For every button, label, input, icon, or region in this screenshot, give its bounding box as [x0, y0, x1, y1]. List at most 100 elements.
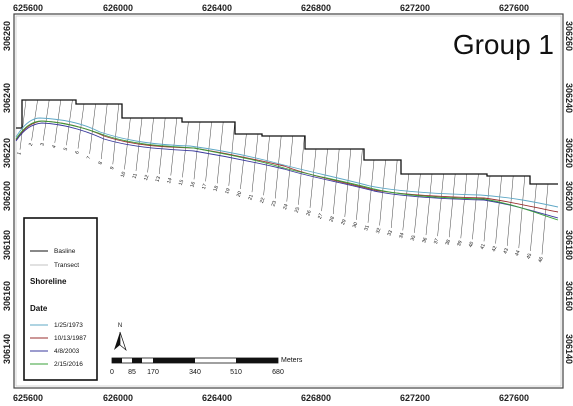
scale-label: 85	[128, 369, 136, 376]
transect-label: 14	[166, 177, 174, 184]
transect-line	[240, 133, 247, 190]
transect-label: 38	[445, 239, 453, 246]
transect-line	[66, 99, 73, 146]
x-tick-label-bottom: 627600	[499, 393, 529, 403]
transect-line	[112, 103, 120, 165]
transect-line	[495, 175, 502, 244]
shoreline-lines	[15, 117, 559, 221]
transect-line	[77, 103, 85, 149]
y-tick-label-left: 306200	[2, 181, 12, 211]
y-axis-left-labels: 306260 306240 306220 306200 306180 306160 3061…	[2, 21, 12, 364]
x-tick-label-top: 625600	[13, 3, 43, 13]
x-tick-label-bottom: 626800	[301, 393, 331, 403]
x-tick-label-bottom: 626000	[103, 393, 133, 403]
transect-line	[286, 135, 294, 202]
transect-label: 27	[317, 212, 325, 219]
transect-label: 31	[363, 224, 371, 231]
transect-label: 29	[340, 218, 348, 225]
x-tick-label-top: 626800	[301, 3, 331, 13]
y-tick-label-right: 306180	[564, 230, 573, 260]
legend-date-label: 2/15/2016	[54, 361, 83, 368]
transect-label: 11	[131, 172, 138, 179]
transect-label: 33	[387, 229, 395, 236]
transect-line	[506, 175, 514, 246]
transect-line	[332, 148, 340, 215]
y-tick-label-right: 306260	[564, 21, 573, 51]
legend-transect-label: Transect	[54, 262, 79, 269]
shoreline-path	[15, 120, 559, 221]
scale-unit: Meters	[281, 357, 303, 364]
y-tick-label-right: 306200	[564, 181, 573, 211]
transect-line	[182, 121, 189, 178]
transect-line	[100, 103, 108, 160]
transect-line	[518, 175, 526, 249]
scale-label: 680	[272, 369, 284, 376]
transect-label: 1	[16, 151, 23, 156]
transect-label: 17	[201, 183, 209, 190]
transect-line	[228, 121, 236, 186]
transect-label: 18	[213, 185, 221, 192]
x-tick-label-bottom: 627200	[400, 393, 430, 403]
legend-date-label: 1/25/1973	[54, 322, 83, 329]
x-tick-label-top: 627600	[499, 3, 529, 13]
x-axis-top-labels: 625600 626000 626400 626800 627200 627600	[13, 3, 529, 13]
transect-label: 39	[456, 240, 464, 247]
transect-label: 45	[526, 252, 534, 259]
transect-label: 36	[421, 237, 429, 244]
transect-line	[448, 173, 456, 238]
transect-label: 12	[143, 174, 151, 181]
transect-label: 24	[282, 203, 290, 210]
transect-label: 9	[109, 166, 116, 171]
y-tick-label-left: 306220	[2, 138, 12, 168]
x-axis-bottom-labels: 625600 626000 626400 626800 627200 627600	[13, 393, 529, 403]
transect-label: 15	[178, 179, 186, 186]
transect-label: 41	[479, 243, 487, 250]
transect-line	[309, 148, 317, 208]
transect-line	[460, 173, 468, 239]
transect-line	[367, 159, 375, 223]
transect-line	[251, 133, 259, 193]
transect-line	[205, 121, 212, 182]
transect-line	[483, 175, 491, 242]
transect-label: 28	[329, 215, 337, 222]
baseline-path	[16, 99, 558, 185]
scale-label: 510	[230, 369, 242, 376]
shoreline-path	[15, 122, 559, 219]
legend-baseline-label: Basline	[54, 248, 76, 255]
transect-label: 2	[28, 142, 35, 147]
legend: Basline Transect Shoreline Date 1/25/197…	[23, 217, 98, 381]
x-tick-label-top: 626400	[202, 3, 232, 13]
y-tick-label-left: 306240	[2, 83, 12, 113]
transect-label: 25	[294, 206, 302, 213]
map-frame	[13, 13, 564, 389]
transect-line	[31, 99, 38, 141]
scale-label: 0	[110, 369, 114, 376]
transect-label: 16	[189, 181, 197, 188]
legend-date-label: 10/13/1987	[54, 335, 87, 342]
transect-label: 26	[305, 209, 313, 216]
transect-label: 35	[410, 234, 418, 241]
y-axis-right-labels: 306260 306240 306220 306200 306180 306160 3061…	[564, 21, 573, 364]
shoreline-path	[15, 117, 559, 208]
transect-line	[425, 173, 433, 236]
transect-label: 20	[236, 190, 244, 197]
map-title: Group 1	[453, 29, 554, 60]
transect-label: 44	[514, 249, 522, 256]
transect-label: 46	[537, 256, 545, 263]
transect-label: 7	[86, 155, 93, 160]
legend-shoreline-heading: Shoreline	[30, 277, 67, 286]
transect-line	[193, 121, 201, 180]
transect-label: 23	[271, 200, 279, 207]
transect-line	[437, 173, 444, 237]
transect-label: 3	[39, 142, 46, 147]
transect-line	[42, 99, 50, 141]
transect-label: 40	[468, 241, 476, 248]
transect-label: 37	[433, 238, 441, 245]
transect-label: 42	[491, 245, 499, 252]
transect-line	[124, 117, 131, 170]
transect-label: 13	[155, 175, 163, 182]
y-tick-label-left: 306160	[2, 281, 12, 311]
scale-label: 340	[189, 369, 201, 376]
legend-date-label: 4/8/2003	[54, 348, 80, 355]
